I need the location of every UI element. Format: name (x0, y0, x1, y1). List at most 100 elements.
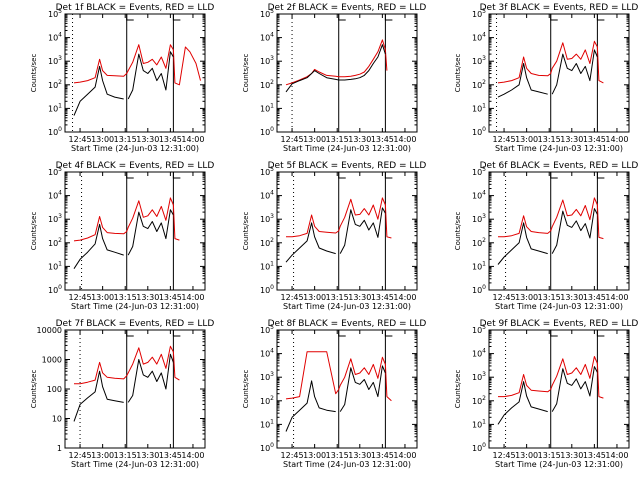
x-tick-label: 13:30 (560, 451, 583, 460)
y-axis-label: Counts/sec (242, 370, 250, 409)
y-tick-label: 105 (260, 324, 274, 335)
y-tick-label: 104 (472, 32, 486, 43)
lld-series-line (285, 39, 388, 86)
events-series-line (497, 49, 598, 98)
y-tick-label: 104 (48, 190, 62, 201)
x-tick-label: 13:45 (583, 451, 606, 460)
y-tick-label: 102 (260, 237, 274, 248)
x-tick-label: 13:00 (515, 135, 538, 144)
y-tick-label: 100 (472, 442, 486, 453)
lld-series-line (497, 40, 604, 84)
x-tick-label: 13:15 (114, 451, 137, 460)
x-tick-label: 13:00 (515, 293, 538, 302)
x-tick-label: 13:00 (515, 451, 538, 460)
x-tick-label: 13:15 (326, 135, 349, 144)
bracket-flag-1 (126, 14, 134, 21)
plot-frame (276, 329, 418, 449)
x-axis-label: Start Time (24-Jun-03 12:31:00) (495, 144, 623, 153)
y-tick-label: 103 (48, 55, 62, 66)
x-tick-label: 13:30 (348, 451, 371, 460)
bracket-flag-2 (172, 14, 181, 21)
panel-title: Det 1f BLACK = Events, RED = LLD (56, 3, 215, 13)
events-series-line (285, 365, 386, 432)
y-tick-label: 100 (260, 442, 274, 453)
y-tick-label: 102 (472, 395, 486, 406)
y-tick-label: 103 (260, 55, 274, 66)
x-tick-label: 13:30 (136, 451, 159, 460)
x-tick-label: 14:00 (393, 135, 416, 144)
y-tick-label: 1000 (42, 356, 62, 365)
panel-title: Det 9f BLACK = Events, RED = LLD (480, 319, 639, 329)
y-tick-label: 102 (48, 237, 62, 248)
y-tick-label: 101 (260, 418, 274, 429)
y-tick-label: 100 (472, 284, 486, 295)
bracket-flag-1 (550, 172, 558, 179)
x-tick-label: 13:30 (560, 135, 583, 144)
bracket-flag-1 (338, 330, 346, 337)
bracket-flag-2 (384, 14, 393, 21)
x-tick-label: 13:30 (348, 135, 371, 144)
x-tick-label: 12:45 (493, 293, 516, 302)
x-tick-label: 12:45 (281, 135, 304, 144)
y-tick-label: 105 (260, 166, 274, 177)
x-tick-label: 13:15 (326, 451, 349, 460)
x-tick-label: 14:00 (393, 451, 416, 460)
y-axis-label: Counts/sec (30, 212, 38, 251)
x-tick-label: 13:00 (303, 293, 326, 302)
x-tick-label: 13:30 (136, 293, 159, 302)
y-axis-label: Counts/sec (454, 212, 462, 251)
x-tick-label: 12:45 (493, 451, 516, 460)
y-tick-label: 102 (260, 395, 274, 406)
y-tick-label: 105 (472, 166, 486, 177)
y-tick-label: 101 (472, 260, 486, 271)
events-series-line (73, 51, 174, 116)
lld-series-line (74, 345, 180, 385)
panel-title: Det 4f BLACK = Events, RED = LLD (56, 161, 215, 171)
plot-frame (488, 13, 630, 133)
events-series-line (285, 207, 386, 263)
x-tick-label: 13:30 (560, 293, 583, 302)
bracket-flag-2 (384, 172, 393, 179)
x-tick-label: 13:15 (326, 293, 349, 302)
panel-title: Det 3f BLACK = Events, RED = LLD (480, 3, 639, 13)
x-tick-label: 13:15 (538, 451, 561, 460)
y-tick-label: 104 (260, 32, 274, 43)
plot-frame (64, 329, 206, 449)
y-tick-label: 100 (48, 126, 62, 137)
bracket-flag-1 (550, 330, 558, 337)
y-tick-label: 104 (260, 190, 274, 201)
bracket-flag-1 (126, 172, 134, 179)
y-tick-label: 103 (260, 371, 274, 382)
y-tick-label: 104 (472, 348, 486, 359)
y-tick-label: 105 (472, 324, 486, 335)
bracket-flag-2 (384, 330, 393, 337)
x-tick-label: 13:15 (114, 135, 137, 144)
x-tick-label: 14:00 (605, 293, 628, 302)
lld-series-line (498, 356, 604, 399)
x-tick-label: 13:45 (371, 135, 394, 144)
plot-frame (488, 329, 630, 449)
y-tick-label: 102 (472, 79, 486, 90)
x-tick-label: 12:45 (281, 451, 304, 460)
y-tick-label: 100 (260, 126, 274, 137)
events-series-line (497, 208, 598, 265)
y-tick-label: 105 (48, 166, 62, 177)
y-tick-label: 102 (260, 79, 274, 90)
events-series-line (497, 366, 598, 425)
x-tick-label: 13:00 (91, 293, 114, 302)
x-tick-label: 13:00 (303, 135, 326, 144)
bracket-flag-2 (596, 14, 605, 21)
panel-title: Det 6f BLACK = Events, RED = LLD (480, 161, 639, 171)
y-tick-label: 104 (48, 32, 62, 43)
y-tick-label: 10000 (37, 326, 62, 335)
bracket-flag-2 (596, 330, 605, 337)
y-tick-label: 101 (472, 102, 486, 113)
